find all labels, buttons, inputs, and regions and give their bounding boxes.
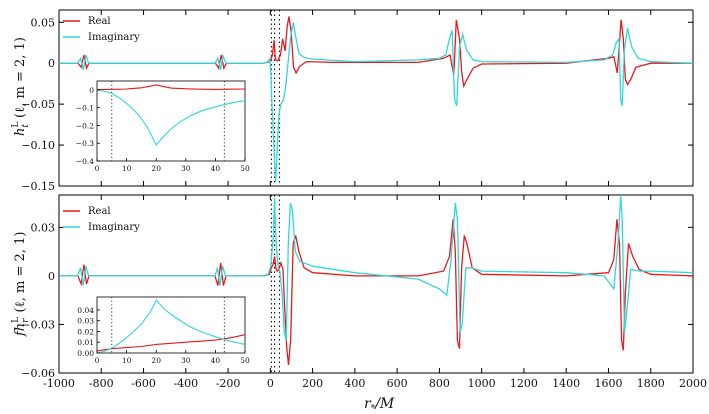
top-x-ticks bbox=[58, 10, 694, 186]
bottom-plot-frame bbox=[58, 194, 694, 374]
bottom-inset-xtick-label: 50 bbox=[240, 356, 250, 365]
bottom-inset-xtick-label: 40 bbox=[211, 356, 221, 365]
top-inset-series-real bbox=[96, 84, 246, 91]
bottom-legend: Real Imaginary bbox=[63, 206, 140, 233]
top-inset-ytick-label: −0.4 bbox=[76, 157, 94, 166]
top-y-ticks: 0.050−0.05−0.10−0.15 bbox=[21, 16, 693, 193]
top-series-real bbox=[59, 16, 693, 89]
top-inset-ytick-label: −0.2 bbox=[76, 121, 94, 130]
bottom-inset: 0.04 0.02 0.00 0.03 0.010 10 20 30 40 50 bbox=[77, 296, 250, 365]
bottom-inset-ytick-label: 0.00 bbox=[77, 349, 94, 358]
top-inset-xtick-label: 20 bbox=[151, 164, 161, 173]
xtick-label: 600 bbox=[387, 377, 408, 390]
top-inset-xtick-label: 0 bbox=[95, 164, 100, 173]
bottom-ytick-label: 0 bbox=[48, 270, 55, 283]
top-inset-series-imaginary bbox=[96, 89, 246, 146]
bottom-inset-ytick-label: 0.02 bbox=[77, 327, 94, 336]
top-vlines bbox=[270, 10, 280, 186]
bottom-inset-xtick-label: 30 bbox=[181, 356, 191, 365]
bottom-inset-xtick-label: 20 bbox=[151, 356, 161, 365]
xtick-label: -200 bbox=[216, 377, 241, 390]
bottom-series-real bbox=[59, 219, 694, 365]
xtick-label: -1000 bbox=[43, 377, 75, 390]
xtick-label: 1800 bbox=[637, 377, 665, 390]
top-y-axis-label: hLt(ℓ, m = 2, 1) bbox=[11, 37, 31, 136]
top-ytick-label: −0.05 bbox=[21, 98, 55, 111]
bottom-inset-xtick-label: 0 bbox=[95, 356, 100, 365]
top-legend-imag-label: Imaginary bbox=[88, 32, 140, 43]
top-legend-real-label: Real bbox=[88, 16, 111, 27]
bottom-legend-imag-label: Imaginary bbox=[88, 222, 140, 233]
xtick-label: 1600 bbox=[594, 377, 622, 390]
xtick-label: 1000 bbox=[468, 377, 496, 390]
top-series-imaginary bbox=[59, 22, 694, 182]
xtick-label: 800 bbox=[429, 377, 450, 390]
top-legend: Real Imaginary bbox=[63, 16, 140, 43]
xtick-label: 400 bbox=[344, 377, 365, 390]
bottom-ytick-label: −0.06 bbox=[21, 367, 55, 380]
top-series bbox=[59, 16, 694, 182]
top-panel: 0.050−0.05−0.10−0.15 Real Imaginary hLt(… bbox=[11, 9, 694, 193]
xtick-label: 2000 bbox=[679, 377, 707, 390]
top-ytick-label: −0.10 bbox=[21, 139, 55, 152]
top-ytick-label: 0 bbox=[48, 57, 55, 70]
bottom-inset-ytick-label: 0.01 bbox=[77, 338, 94, 347]
top-inset-xtick-label: 50 bbox=[240, 164, 250, 173]
bottom-ytick-label: −0.03 bbox=[21, 318, 55, 331]
xtick-label: 1200 bbox=[510, 377, 538, 390]
xtick-label: -800 bbox=[89, 377, 114, 390]
bottom-x-ticks: -1000 -800 -600 -400 -200 0 200 400 600 800 1000 12… bbox=[43, 195, 707, 390]
bottom-y-axis-label: fhLr(ℓ, m = 2, 1) bbox=[11, 232, 31, 337]
bottom-inset-ytick-label: 0.04 bbox=[77, 306, 94, 315]
top-inset-xtick-label: 10 bbox=[122, 164, 132, 173]
bottom-inset-series-real bbox=[96, 334, 246, 352]
xtick-label: -600 bbox=[131, 377, 156, 390]
bottom-ytick-label: 0.03 bbox=[31, 221, 56, 234]
bottom-legend-real-label: Real bbox=[88, 206, 111, 217]
x-axis-label: r*/M bbox=[364, 396, 395, 414]
top-inset-xtick-label: 30 bbox=[181, 164, 191, 173]
top-inset-frame bbox=[96, 80, 246, 162]
top-ytick-label: 0.05 bbox=[31, 16, 56, 29]
top-ytick-label: −0.15 bbox=[21, 180, 55, 193]
top-inset-ytick-label: 0 bbox=[89, 86, 94, 95]
top-plot-frame bbox=[58, 9, 694, 187]
top-inset-ytick-label: −0.3 bbox=[76, 139, 94, 148]
top-inset-xtick-label: 40 bbox=[211, 164, 221, 173]
xtick-label: 1400 bbox=[552, 377, 580, 390]
bottom-panel: 0.03 0 −0.03 −0.06 -1000 -800 -600 -400 -200 0 20… bbox=[11, 194, 707, 414]
xtick-label: -400 bbox=[173, 377, 198, 390]
xtick-label: 0 bbox=[267, 377, 274, 390]
xtick-label: 200 bbox=[302, 377, 323, 390]
bottom-inset-xtick-label: 10 bbox=[122, 356, 132, 365]
top-inset-ytick-label: −0.1 bbox=[76, 104, 94, 113]
top-inset: 0−0.1−0.2−0.3−0.40 10 20 30 40 50 bbox=[76, 80, 250, 173]
bottom-inset-ytick-label: 0.03 bbox=[77, 317, 94, 326]
bottom-inset-frame bbox=[96, 296, 246, 354]
bottom-series-imaginary bbox=[59, 194, 694, 341]
bottom-inset-series-imaginary bbox=[96, 299, 246, 354]
bottom-series bbox=[59, 194, 694, 365]
